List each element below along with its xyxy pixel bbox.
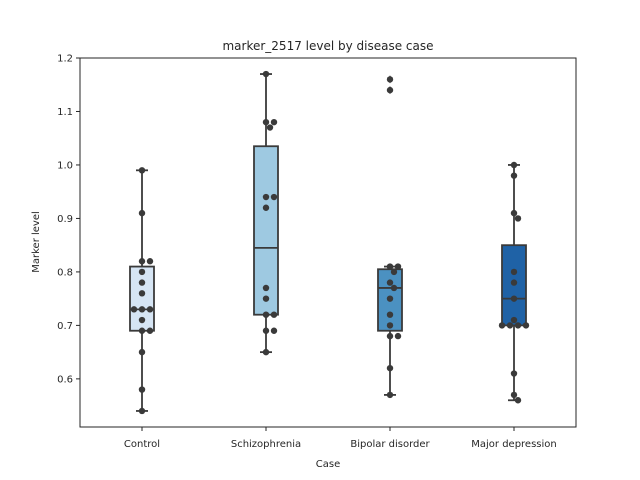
data-point-0-10	[138, 316, 146, 324]
data-point-0-12	[146, 327, 154, 334]
data-point-2-6	[390, 284, 398, 292]
plot-frame	[79, 57, 577, 428]
data-point-2-12	[386, 364, 394, 372]
data-point-0-6	[138, 290, 146, 297]
y-tick-label-5: 1.1	[57, 107, 73, 118]
data-point-1-8	[262, 295, 270, 302]
data-point-0-3	[146, 258, 154, 265]
data-point-3-0	[510, 161, 518, 169]
data-point-2-0	[386, 76, 394, 83]
chart-title: marker_2517 level by disease case	[222, 39, 433, 53]
data-point-3-9	[506, 322, 514, 329]
x-tick-label-2: Bipolar disorder	[350, 439, 430, 450]
data-point-1-3	[266, 124, 274, 131]
data-point-2-3	[394, 263, 402, 270]
data-point-0-5	[138, 279, 146, 286]
x-tick-label-1: Schizophrenia	[231, 439, 301, 450]
data-point-0-9	[130, 306, 138, 313]
data-point-0-11	[138, 327, 146, 334]
data-point-1-7	[262, 284, 270, 292]
data-point-0-0	[138, 167, 146, 174]
plot-area	[129, 70, 530, 415]
data-point-3-14	[514, 397, 522, 404]
data-point-2-8	[386, 311, 394, 318]
data-point-3-3	[514, 215, 522, 222]
y-tick-label-3: 0.9	[57, 214, 73, 225]
data-point-3-5	[510, 279, 518, 286]
y-axis-label: Marker level	[31, 211, 42, 273]
data-point-3-12	[510, 370, 518, 377]
data-point-0-2	[138, 258, 146, 265]
data-point-1-13	[262, 348, 270, 356]
data-point-1-9	[262, 311, 270, 318]
data-point-3-11	[498, 322, 506, 329]
data-point-1-0	[262, 70, 270, 78]
data-point-2-5	[386, 279, 394, 286]
data-point-0-1	[138, 209, 146, 217]
data-point-2-2	[386, 263, 394, 270]
y-tick-label-6: 1.2	[57, 54, 73, 65]
data-point-1-5	[270, 193, 278, 201]
data-point-1-6	[262, 204, 270, 211]
data-point-1-4	[262, 193, 270, 201]
data-point-3-4	[510, 268, 518, 276]
data-point-3-8	[514, 322, 522, 329]
data-point-1-12	[270, 327, 278, 334]
data-point-3-1	[510, 172, 518, 179]
y-tick-label-1: 0.7	[57, 321, 73, 332]
data-point-2-1	[386, 86, 394, 94]
data-point-3-7	[510, 316, 518, 324]
data-point-3-2	[510, 209, 518, 217]
data-point-2-10	[386, 332, 394, 340]
data-point-3-13	[510, 391, 518, 399]
data-point-3-6	[510, 295, 518, 302]
data-point-1-11	[262, 327, 270, 334]
data-point-2-4	[390, 268, 398, 276]
data-point-2-11	[394, 332, 402, 340]
data-point-0-13	[138, 348, 146, 356]
data-point-3-10	[522, 322, 530, 329]
data-point-0-8	[146, 306, 154, 313]
data-point-1-2	[270, 118, 278, 126]
data-point-0-7	[138, 306, 146, 313]
y-tick-label-4: 1.0	[57, 160, 73, 171]
y-tick-label-2: 0.8	[57, 267, 73, 278]
x-tick-label-3: Major depression	[471, 439, 557, 450]
data-point-1-1	[262, 118, 270, 126]
x-axis-label: Case	[316, 459, 340, 470]
data-point-2-7	[386, 295, 394, 302]
data-point-2-13	[386, 391, 394, 399]
data-point-0-4	[138, 268, 146, 276]
data-point-0-15	[138, 407, 146, 415]
y-tick-label-0: 0.6	[57, 374, 73, 385]
data-point-0-14	[138, 386, 146, 393]
data-point-2-9	[386, 322, 394, 329]
data-point-1-10	[270, 311, 278, 318]
x-tick-label-0: Control	[124, 439, 160, 450]
